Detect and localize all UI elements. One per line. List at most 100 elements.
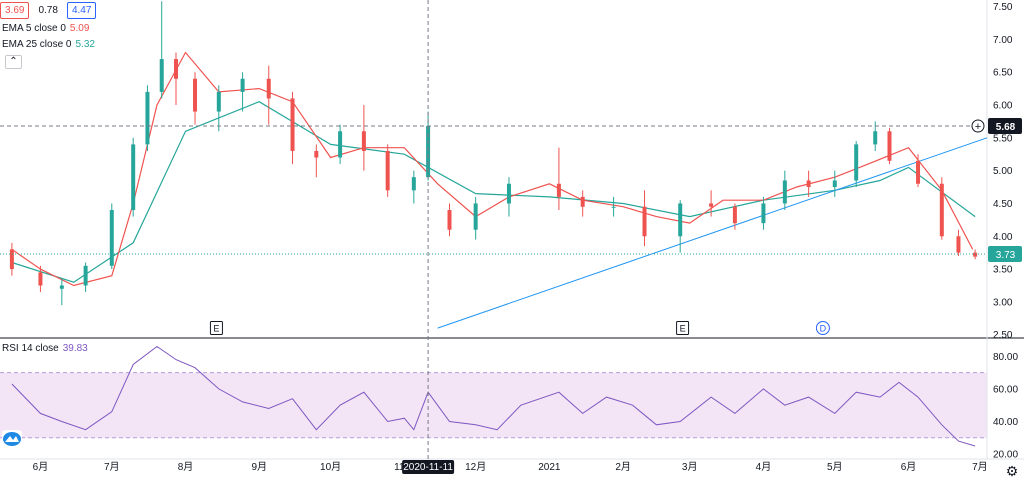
collapse-legend-button[interactable]: ⌃ (5, 55, 22, 69)
earnings-marker-label: E (680, 324, 686, 334)
ema5-value: 5.09 (69, 23, 90, 34)
candle-body (611, 206, 616, 208)
crosshair-price-label: 5.68 (996, 122, 1016, 133)
candle (506, 177, 511, 217)
price-tick-label: 4.00 (993, 232, 1013, 243)
time-tick-label: 7月 (972, 461, 988, 473)
candle (956, 229, 961, 256)
candle (580, 190, 585, 217)
candle-body (83, 265, 88, 286)
earnings-marker[interactable] (209, 321, 223, 335)
candle-body (314, 150, 319, 158)
candle-body (678, 203, 683, 237)
candle-body (266, 78, 271, 99)
ema25-legend[interactable]: EMA 25 close 0 5.32 (2, 39, 95, 50)
candle (761, 196, 766, 230)
ema5-label: EMA 5 close 0 (2, 23, 66, 34)
plus-circle-icon[interactable] (971, 119, 985, 133)
ema5-line (11, 51, 974, 287)
candle-body (832, 180, 837, 188)
time-tick-label: 8月 (178, 461, 194, 473)
candle-body (131, 144, 136, 211)
chevron-up-icon: ⌃ (9, 56, 18, 67)
ema25-label: EMA 25 close 0 (2, 39, 72, 50)
dividend-marker-label: D (820, 324, 827, 334)
candle-body (290, 98, 295, 151)
price-tick-label: 7.00 (993, 35, 1013, 46)
candle (173, 52, 178, 106)
earnings-marker[interactable] (676, 321, 690, 335)
tradingview-logo-button[interactable] (2, 430, 22, 448)
candle (806, 170, 811, 197)
candle (83, 262, 88, 293)
candle (385, 144, 390, 197)
candle-body (473, 203, 478, 230)
price-tick-label: 5.50 (993, 133, 1013, 144)
crosshair-date-label: 2020-11-11 (403, 462, 453, 473)
time-tick-label: 9月 (251, 461, 267, 473)
price-box-2: 0.78 (33, 2, 63, 19)
candle (611, 196, 616, 217)
candle-body (361, 131, 366, 151)
time-tick-label: 5月 (827, 461, 843, 473)
plus-icon-glyph: + (975, 121, 981, 133)
candle-body (873, 131, 878, 145)
settings-gear-button[interactable]: ⚙ (1004, 463, 1020, 479)
crosshair-price-tag (988, 118, 1022, 135)
candle-body (854, 144, 859, 181)
crosshair-date-tag (402, 460, 455, 474)
price-tick-label: 2.50 (993, 330, 1013, 341)
candle (145, 85, 150, 151)
price-box-1: 3.69 (0, 2, 30, 19)
rsi-tick-label: 80.00 (993, 352, 1018, 363)
candle (854, 141, 859, 188)
candle-body (782, 180, 787, 204)
candle (473, 196, 478, 240)
rsi-label: RSI 14 close (2, 343, 59, 354)
earnings-marker-label: E (213, 324, 219, 334)
candle (38, 265, 43, 293)
rsi-legend[interactable]: RSI 14 close 39.83 (2, 343, 88, 354)
rsi-tick-label: 20.00 (993, 450, 1018, 461)
candle-body (887, 131, 892, 161)
candle (556, 147, 561, 211)
candle (338, 124, 343, 165)
rsi-value: 39.83 (62, 343, 88, 354)
price-tick-label: 4.50 (993, 199, 1013, 210)
candle (59, 278, 64, 306)
candle (290, 91, 295, 165)
price-tick-label: 6.00 (993, 101, 1013, 112)
dividend-marker[interactable] (815, 321, 830, 335)
trendline[interactable] (437, 137, 988, 329)
tradingview-logo-icon (3, 432, 21, 446)
price-tick-label: 5.00 (993, 166, 1013, 177)
candle (832, 170, 837, 197)
candle (193, 72, 198, 125)
candle-body (193, 78, 198, 112)
candle-body (506, 183, 511, 204)
rsi-band (0, 372, 987, 438)
candle (266, 65, 271, 125)
candle-body (916, 160, 921, 184)
candle (159, 1, 164, 99)
candle-body (109, 210, 114, 266)
candle-body (38, 272, 43, 286)
candle (9, 242, 14, 276)
time-tick-label: 4月 (756, 461, 772, 473)
candle (411, 170, 416, 204)
rsi-tick-label: 40.00 (993, 417, 1018, 428)
price-tick-label: 7.50 (993, 2, 1013, 13)
candle-body (580, 196, 585, 207)
candle (887, 127, 892, 165)
price-legend: 3.69 0.78 4.47 (0, 2, 97, 19)
candle (240, 72, 245, 112)
candle (939, 177, 944, 240)
candle (732, 203, 737, 230)
ema5-legend[interactable]: EMA 5 close 0 5.09 (2, 23, 89, 34)
candle-body (216, 91, 221, 112)
candle-body (173, 59, 178, 79)
time-tick-label: 7月 (104, 461, 120, 473)
price-tick-label: 6.50 (993, 68, 1013, 79)
